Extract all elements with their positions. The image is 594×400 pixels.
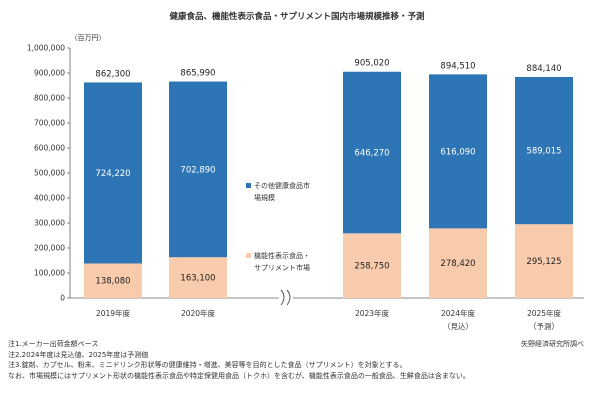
bar-series: 138,080 724,220 862,300 163,100 702,890 865,9… — [84, 59, 573, 298]
y-tick-label: 700,000 — [34, 119, 65, 128]
unit-label: （百万円） — [71, 34, 106, 42]
bar-other-health-food — [515, 76, 573, 225]
note-3: 注3.錠剤、カプセル、粉末、ミニドリンク形状等の健康維持・増進、美容等を目的とし… — [8, 361, 407, 369]
bar-other-health-food — [429, 74, 487, 229]
bar-functional-food — [343, 233, 401, 298]
bar-functional-food — [515, 224, 573, 298]
x-tick-label: 2023年度 — [355, 308, 390, 318]
legend-label: 場規模 — [254, 193, 275, 202]
x-axis-labels: 2019年度 2020年度 2023年度 2024年度 （見込） 2025年度 （予測） — [96, 308, 562, 331]
chart-canvas: 健康食品、機能性表示食品・サプリメント国内市場規模推移・予測 （百万円） 0 10… — [27, 11, 584, 331]
bar-functional-food — [429, 228, 487, 298]
x-tick-sublabel: （見込） — [443, 322, 473, 331]
legend-swatch — [246, 253, 251, 258]
y-tick-label: 400,000 — [34, 194, 65, 203]
data-label-other-health-food: 646,270 — [354, 149, 389, 159]
data-label-total: 862,300 — [95, 69, 130, 79]
note-4: なお、市場規模にはサプリメント形状の機能性表示食品や特定保健用食品（トクホ）を含… — [8, 371, 470, 380]
x-tick-label: 2019年度 — [96, 308, 131, 318]
bar-other-health-food — [169, 81, 227, 258]
y-tick-label: 600,000 — [34, 144, 65, 153]
data-label-total: 884,140 — [526, 64, 561, 74]
axis-break-mark — [279, 288, 293, 308]
data-label-functional-food: 163,100 — [180, 274, 215, 284]
y-tick-label: 0 — [60, 294, 65, 303]
data-label-functional-food: 295,125 — [526, 257, 561, 267]
data-label-total: 905,020 — [354, 59, 389, 69]
legend-label: その他健康食品市 — [254, 181, 310, 190]
bar-functional-food — [84, 263, 142, 298]
y-tick-label: 200,000 — [34, 244, 65, 253]
data-label-other-health-food: 724,220 — [95, 169, 130, 179]
data-label-total: 894,510 — [440, 61, 475, 71]
x-tick-sublabel: （予測） — [529, 321, 559, 331]
y-tick-label: 100,000 — [34, 269, 65, 278]
y-tick-label: 1,000,000 — [27, 44, 65, 53]
data-label-functional-food: 138,080 — [95, 277, 130, 287]
bar-other-health-food — [343, 71, 401, 234]
axis-break-stroke — [280, 289, 285, 306]
y-tick-label: 300,000 — [34, 219, 65, 228]
y-tick-label: 900,000 — [34, 69, 65, 78]
axis-break-stroke — [286, 289, 291, 306]
bar-functional-food — [169, 257, 227, 298]
y-tick-label: 800,000 — [34, 94, 65, 103]
data-label-functional-food: 258,750 — [354, 262, 389, 272]
legend-swatch — [246, 183, 251, 188]
data-label-other-health-food: 616,090 — [440, 147, 475, 157]
x-tick-label: 2024年度 — [441, 308, 476, 318]
y-axis: 0 100,000 200,000 300,000 400,000 500,000 600,… — [27, 44, 584, 303]
notes: 注1.メーカー出荷金額ベース 注2.2024年度は見込値、2025年度は予測値 … — [8, 339, 588, 381]
y-tick-label: 500,000 — [34, 169, 65, 178]
bar-other-health-food — [84, 82, 142, 264]
data-label-functional-food: 278,420 — [440, 259, 475, 269]
note-1: 注1.メーカー出荷金額ベース — [8, 340, 99, 348]
data-label-total: 865,990 — [180, 69, 215, 79]
legend-label: サプリメント市場 — [254, 263, 310, 272]
source-credit: 矢野経済研究所調べ — [521, 340, 584, 348]
note-2: 注2.2024年度は見込値、2025年度は予測値 — [8, 350, 149, 359]
x-tick-label: 2020年度 — [181, 308, 216, 318]
legend-label: 機能性表示食品・ — [254, 251, 310, 260]
data-label-other-health-food: 702,890 — [180, 165, 215, 175]
x-tick-label: 2025年度 — [527, 308, 562, 318]
data-label-other-health-food: 589,015 — [526, 147, 561, 157]
chart-title: 健康食品、機能性表示食品・サプリメント国内市場規模推移・予測 — [169, 11, 425, 22]
